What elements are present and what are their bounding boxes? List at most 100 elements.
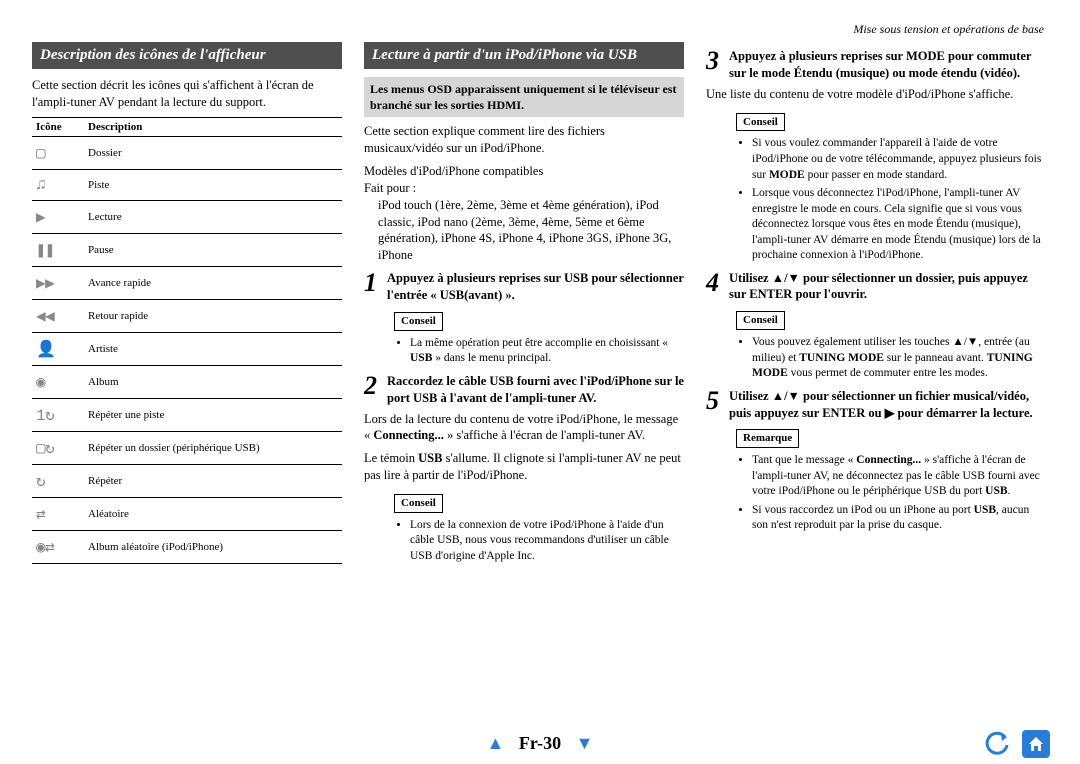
display-icon: ♫ — [36, 176, 45, 194]
s2p2a: Le témoin — [364, 451, 418, 465]
s4b1b: TUNING MODE — [799, 352, 884, 364]
step-2-sub: Conseil Lors de la connexion de votre iP… — [394, 490, 684, 564]
icon-desc: Répéter une piste — [84, 398, 342, 431]
hint-label-2: Conseil — [394, 494, 443, 513]
icon-cell: ▢↻ — [32, 431, 84, 464]
step-1-num: 1 — [364, 270, 377, 304]
header-breadcrumb: Mise sous tension et opérations de base — [853, 22, 1044, 37]
icon-table-row: ▶▶Avance rapide — [32, 266, 342, 299]
icon-desc: Artiste — [84, 332, 342, 365]
s4b1c: sur le panneau avant. — [884, 352, 987, 364]
display-icon: ◉⇄ — [36, 537, 54, 557]
icon-desc: Retour rapide — [84, 299, 342, 332]
s2p1c: » s'affiche à l'écran de l'ampli-tuner A… — [444, 428, 645, 442]
icon-desc: Pause — [84, 233, 342, 266]
icon-cell: 1↻ — [32, 398, 84, 431]
step-4-num: 4 — [706, 270, 719, 304]
s5b2b: USB — [974, 504, 996, 516]
display-icon: ▶▶ — [36, 273, 54, 293]
icon-cell: 👤 — [32, 332, 84, 365]
display-icon: ◀◀ — [36, 306, 54, 326]
column-icons: Description des icônes de l'afficheur Ce… — [32, 22, 342, 570]
s4b1e: vous permet de commuter entre les modes. — [788, 367, 988, 379]
icon-table-row: ◉⇄ Album aléatoire (iPod/iPhone) — [32, 530, 342, 563]
page-number: Fr-30 — [519, 733, 561, 753]
step-2-body: Raccordez le câble USB fourni avec l'iPo… — [387, 373, 684, 407]
s2-lead: Raccordez le câble USB fourni avec l'iPo… — [387, 374, 684, 405]
step-5-body: Utilisez ▲/▼ pour sélectionner un fichie… — [729, 388, 1048, 422]
display-icon: ◉ — [36, 372, 45, 392]
s5-lead: Utilisez ▲/▼ pour sélectionner un fichie… — [729, 389, 1033, 420]
models-list: iPod touch (1ère, 2ème, 3ème et 4ème gén… — [378, 197, 684, 265]
s1bc: » dans le menu principal. — [432, 352, 551, 364]
step-5-sub: Remarque Tant que le message « Connectin… — [736, 425, 1048, 533]
s3b1c: pour passer en mode standard. — [805, 169, 947, 181]
s2-bullet: Lors de la connexion de votre iPod/iPhon… — [410, 518, 684, 565]
step-3: 3 Appuyez à plusieurs reprises sur MODE … — [706, 48, 1048, 82]
icon-cell: ⇄ — [32, 497, 84, 530]
icon-table: Icône Description ▢Dossier♫Piste▶Lecture… — [32, 117, 342, 564]
intro-icons: Cette section décrit les icônes qui s'af… — [32, 77, 342, 111]
icon-desc: Lecture — [84, 200, 342, 233]
icon-cell: ◉⇄ — [32, 530, 84, 563]
s5b1a: Tant que le message « — [752, 454, 856, 466]
s5-b1: Tant que le message « Connecting... » s'… — [752, 453, 1048, 500]
s1bb: USB — [410, 352, 432, 364]
icon-table-row: 👤 Artiste — [32, 332, 342, 365]
prev-page-icon[interactable]: ▲ — [487, 733, 505, 754]
s1-la: Appuyez à plusieurs reprises sur — [387, 271, 564, 285]
icon-cell: ▶ — [32, 200, 84, 233]
icon-desc: Dossier — [84, 136, 342, 169]
next-page-icon[interactable]: ▼ — [576, 733, 594, 754]
icon-cell: ❚❚ — [32, 233, 84, 266]
s3lb: MODE — [906, 49, 945, 63]
osd-note: Les menus OSD apparaissent uniquement si… — [364, 77, 684, 117]
s1ba: La même opération peut être accomplie en… — [410, 337, 668, 349]
column-steps-cont: 3 Appuyez à plusieurs reprises sur MODE … — [706, 42, 1048, 570]
heading-playback: Lecture à partir d'un iPod/iPhone via US… — [364, 42, 684, 69]
icon-cell: ◉ — [32, 365, 84, 398]
display-icon: ▶ — [36, 207, 45, 227]
step-4: 4 Utilisez ▲/▼ pour sélectionner un doss… — [706, 270, 1048, 304]
s5b1d: USB — [985, 485, 1007, 497]
icon-cell: ♫ — [32, 169, 84, 200]
fait-pour: Fait pour : — [364, 180, 684, 197]
display-icon: 👤 — [36, 339, 55, 359]
s2p2b: USB — [418, 451, 442, 465]
heading-icons: Description des icônes de l'afficheur — [32, 42, 342, 69]
icon-cell: ▶▶ — [32, 266, 84, 299]
s5-b2: Si vous raccordez un iPod ou un iPhone a… — [752, 503, 1048, 534]
s2-p1: Lors de la lecture du contenu de votre i… — [364, 411, 684, 445]
s3la: Appuyez à plusieurs reprises sur — [729, 49, 906, 63]
icon-table-row: ⇄Aléatoire — [32, 497, 342, 530]
step-1-sub: Conseil La même opération peut être acco… — [394, 308, 684, 367]
icon-table-row: 1↻Répéter une piste — [32, 398, 342, 431]
icon-table-row: ◉ Album — [32, 365, 342, 398]
icon-desc: Piste — [84, 169, 342, 200]
step-2-num: 2 — [364, 373, 377, 407]
step-5: 5 Utilisez ▲/▼ pour sélectionner un fich… — [706, 388, 1048, 422]
icon-desc: Album aléatoire (iPod/iPhone) — [84, 530, 342, 563]
icon-desc: Album — [84, 365, 342, 398]
back-icon[interactable] — [984, 730, 1012, 758]
th-desc: Description — [84, 117, 342, 136]
s4-lead: Utilisez ▲/▼ pour sélectionner un dossie… — [729, 271, 1028, 302]
page-footer: ▲ Fr-30 ▼ — [0, 733, 1080, 754]
home-icon[interactable] — [1022, 730, 1050, 758]
s3-p1: Une liste du contenu de votre modèle d'i… — [706, 86, 1048, 103]
th-icon: Icône — [32, 117, 84, 136]
s3b1b: MODE — [769, 169, 805, 181]
s5b1b: Connecting... — [856, 454, 921, 466]
icon-table-row: ◀◀ Retour rapide — [32, 299, 342, 332]
s3-b2: Lorsque vous déconnectez l'iPod/iPhone, … — [752, 186, 1048, 264]
step-3-num: 3 — [706, 48, 719, 82]
step-3-sub: Conseil Si vous voulez commander l'appar… — [736, 109, 1048, 264]
icon-desc: Répéter un dossier (périphérique USB) — [84, 431, 342, 464]
display-icon: ↻ — [36, 471, 45, 491]
step-1: 1 Appuyez à plusieurs reprises sur USB p… — [364, 270, 684, 304]
icon-desc: Aléatoire — [84, 497, 342, 530]
step-4-sub: Conseil Vous pouvez également utiliser l… — [736, 307, 1048, 381]
playback-intro: Cette section explique comment lire des … — [364, 123, 684, 157]
step-1-body: Appuyez à plusieurs reprises sur USB pou… — [387, 270, 684, 304]
step-5-num: 5 — [706, 388, 719, 422]
